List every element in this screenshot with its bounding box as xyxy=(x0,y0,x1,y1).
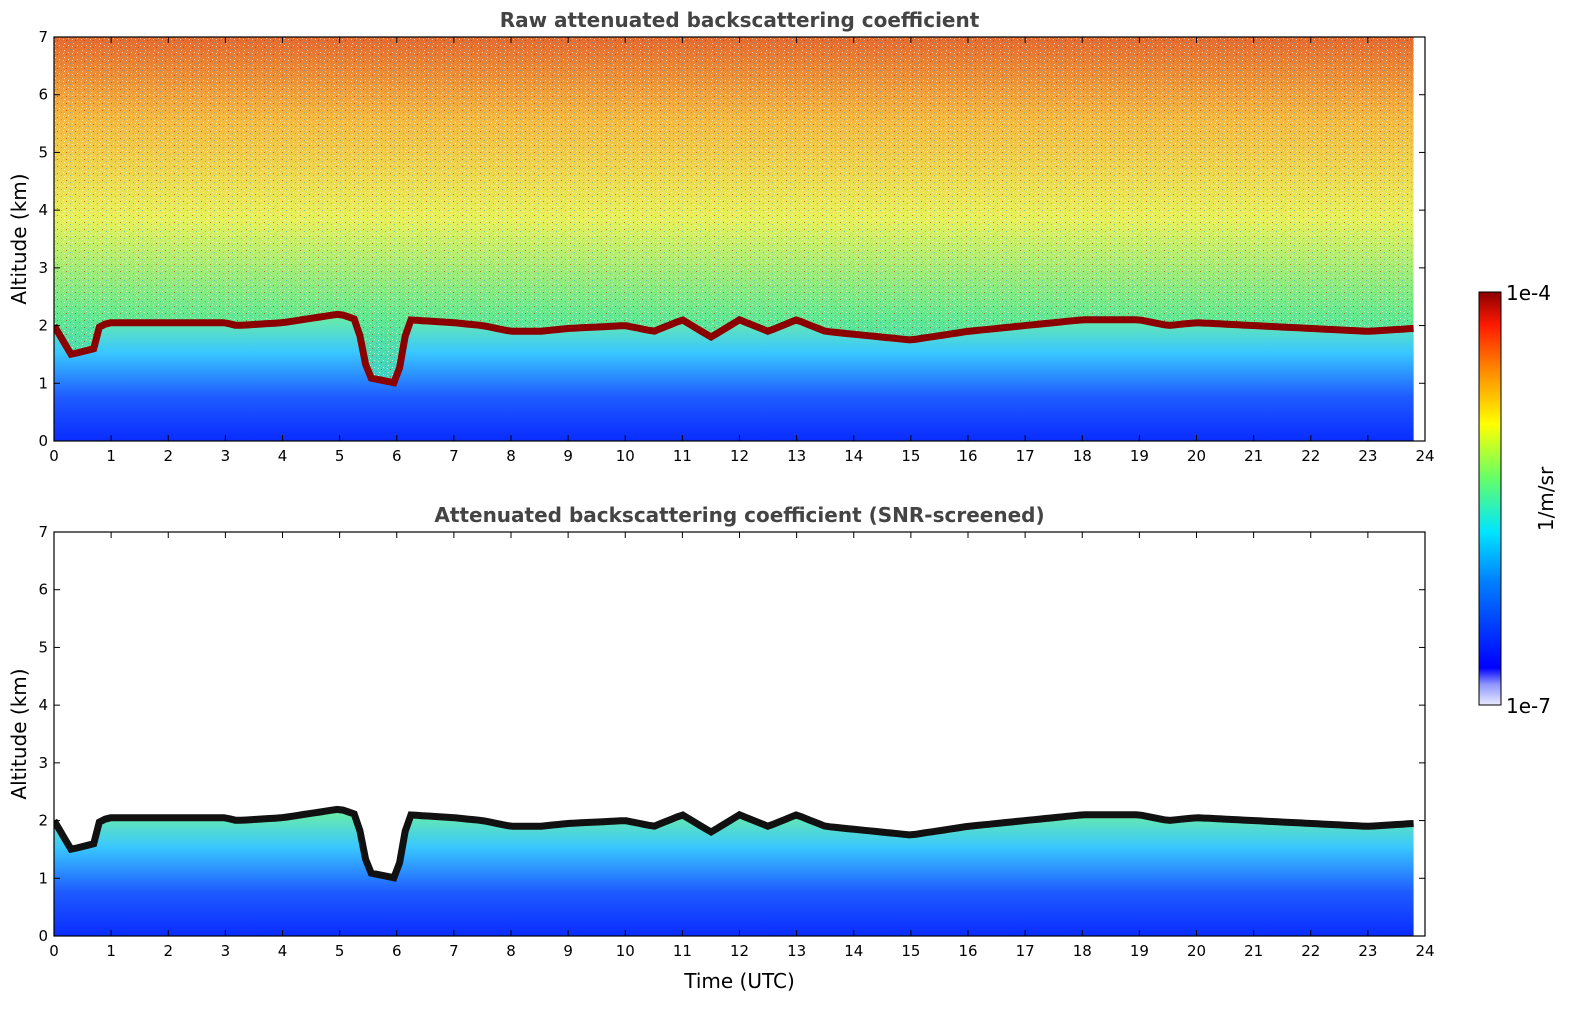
x-tick-label: 14 xyxy=(844,447,863,465)
x-tick-label: 9 xyxy=(563,942,573,960)
y-tick-label: 6 xyxy=(38,86,48,104)
x-tick-label: 18 xyxy=(1073,447,1092,465)
colorbar: 1e-4 1e-7 1/m/sr xyxy=(1478,281,1558,718)
y-tick-label: 2 xyxy=(38,812,48,830)
heatmap-area xyxy=(54,37,1414,441)
x-tick-label: 22 xyxy=(1301,447,1320,465)
x-tick-label: 15 xyxy=(901,942,920,960)
x-tick-label: 17 xyxy=(1016,942,1035,960)
y-tick-label: 1 xyxy=(38,374,48,392)
x-tick-label: 5 xyxy=(335,447,345,465)
x-tick-label: 24 xyxy=(1415,447,1434,465)
y-tick-label: 5 xyxy=(38,638,48,656)
x-tick-label: 12 xyxy=(730,447,749,465)
x-tick-label: 8 xyxy=(506,447,516,465)
x-tick-label: 16 xyxy=(958,447,977,465)
boundary-layer-aerosol xyxy=(54,809,1414,936)
x-tick-label: 13 xyxy=(787,942,806,960)
axis-ticks: 0 1 2 3 4 5 6 7 8 9 10 11 12 13 14 15 16 17 18 19 20 21 22 23 24… xyxy=(38,28,1434,465)
panel-title: Attenuated backscattering coefficient (S… xyxy=(434,503,1044,527)
y-tick-label: 4 xyxy=(38,201,48,219)
boundary-layer-aerosol xyxy=(54,314,1414,441)
plot-frame xyxy=(53,36,1426,442)
y-tick-label: 6 xyxy=(38,581,48,599)
x-tick-label: 4 xyxy=(278,942,288,960)
x-tick-label: 9 xyxy=(563,447,573,465)
x-tick-label: 8 xyxy=(506,942,516,960)
x-tick-label: 0 xyxy=(49,447,59,465)
x-tick-label: 22 xyxy=(1301,942,1320,960)
panel-title: Raw attenuated backscattering coefficien… xyxy=(500,8,980,32)
y-tick-label: 2 xyxy=(38,317,48,335)
y-tick-label: 3 xyxy=(38,259,48,277)
y-tick-label: 7 xyxy=(38,523,48,541)
x-tick-label: 18 xyxy=(1073,942,1092,960)
y-tick-label: 1 xyxy=(38,869,48,887)
x-tick-label: 3 xyxy=(221,942,231,960)
x-tick-label: 13 xyxy=(787,447,806,465)
x-tick-label: 17 xyxy=(1016,447,1035,465)
x-tick-label: 19 xyxy=(1130,942,1149,960)
colorbar-max-label: 1e-4 xyxy=(1506,281,1551,305)
x-tick-label: 12 xyxy=(730,942,749,960)
x-tick-label: 2 xyxy=(163,447,173,465)
x-tick-label: 11 xyxy=(673,447,692,465)
x-tick-label: 3 xyxy=(221,447,231,465)
x-tick-label: 16 xyxy=(958,942,977,960)
y-tick-label: 0 xyxy=(38,927,48,945)
x-tick-label: 2 xyxy=(163,942,173,960)
x-tick-label: 19 xyxy=(1130,447,1149,465)
x-tick-label: 21 xyxy=(1244,447,1263,465)
x-tick-label: 23 xyxy=(1358,942,1377,960)
y-tick-label: 5 xyxy=(38,143,48,161)
y-tick-label: 7 xyxy=(38,28,48,46)
colorbar-min-label: 1e-7 xyxy=(1506,694,1551,718)
axis-ticks: 0 1 2 3 4 5 6 7 8 9 10 11 12 13 14 15 16 17 18 19 20 21 22 23 24… xyxy=(38,523,1434,960)
x-tick-label: 6 xyxy=(392,447,402,465)
y-tick-label: 4 xyxy=(38,696,48,714)
layer-top-signal xyxy=(54,310,1414,387)
x-tick-label: 14 xyxy=(844,942,863,960)
x-tick-label: 21 xyxy=(1244,942,1263,960)
x-tick-label: 20 xyxy=(1187,942,1206,960)
x-tick-label: 15 xyxy=(901,447,920,465)
layer-top-signal xyxy=(54,805,1414,882)
x-tick-label: 24 xyxy=(1415,942,1434,960)
x-tick-label: 11 xyxy=(673,942,692,960)
x-tick-label: 10 xyxy=(616,942,635,960)
colorbar-scale xyxy=(1478,291,1502,706)
x-tick-label: 7 xyxy=(449,447,459,465)
plot-frame xyxy=(53,531,1426,937)
y-axis-label: Altitude (km) xyxy=(7,173,31,304)
x-axis-label: Time (UTC) xyxy=(683,969,795,993)
raw-backscatter-panel: Raw attenuated backscattering coefficien… xyxy=(7,8,1435,465)
x-tick-label: 0 xyxy=(49,942,59,960)
heatmap-area xyxy=(54,805,1414,936)
x-tick-label: 5 xyxy=(335,942,345,960)
x-tick-label: 1 xyxy=(106,447,116,465)
snr-screened-panel: Attenuated backscattering coefficient (S… xyxy=(7,503,1435,993)
x-tick-label: 20 xyxy=(1187,447,1206,465)
x-tick-label: 6 xyxy=(392,942,402,960)
colorbar-unit-label: 1/m/sr xyxy=(1534,466,1558,531)
x-tick-label: 7 xyxy=(449,942,459,960)
y-tick-label: 3 xyxy=(38,754,48,772)
y-axis-label: Altitude (km) xyxy=(7,668,31,799)
x-tick-label: 23 xyxy=(1358,447,1377,465)
y-tick-label: 0 xyxy=(38,432,48,450)
x-tick-label: 10 xyxy=(616,447,635,465)
x-tick-label: 4 xyxy=(278,447,288,465)
x-tick-label: 1 xyxy=(106,942,116,960)
